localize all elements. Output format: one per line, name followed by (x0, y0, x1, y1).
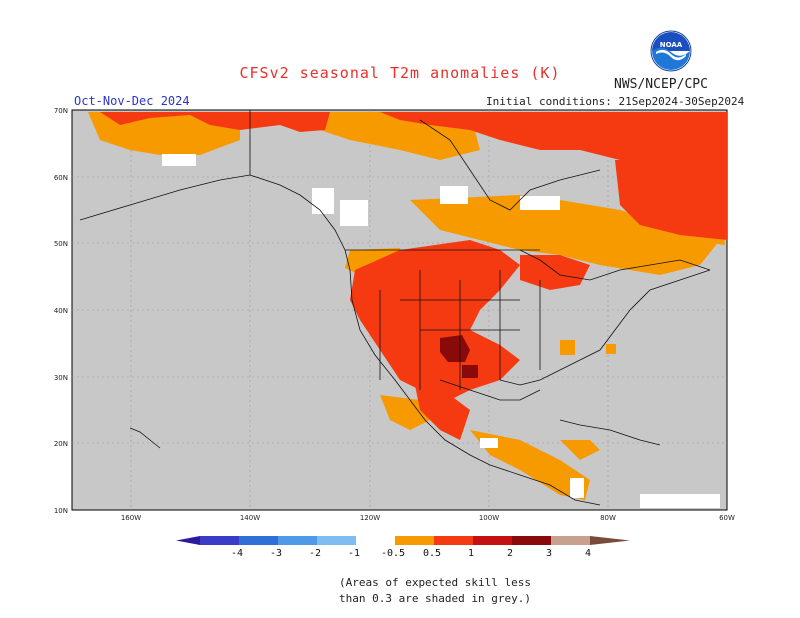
lat-label: 70N (54, 107, 68, 115)
colorbar-tick-label: -4 (231, 548, 243, 559)
footnote-line-1: (Areas of expected skill less (338, 576, 532, 589)
colorbar-tick-label: 1 (468, 548, 474, 559)
svg-text:NOAA: NOAA (660, 41, 683, 49)
lon-label: 100W (479, 514, 499, 522)
map-title: CFSv2 seasonal T2m anomalies (K) (239, 64, 561, 82)
noaa-logo-icon: NOAA (650, 30, 692, 72)
lat-label: 10N (54, 507, 68, 515)
coastlines (79, 110, 711, 506)
lon-label: 140W (240, 514, 260, 522)
colorbar-cell (551, 536, 590, 545)
colorbar-cell (434, 536, 473, 545)
lat-label: 30N (54, 374, 68, 382)
colorbar-tick-label: -2 (309, 548, 321, 559)
colorbar-tick-label: 0.5 (423, 548, 441, 559)
lat-labels: 70N 60N 50N 40N 30N 20N 10N (54, 107, 68, 515)
colorbar-tick-label: 2 (507, 548, 513, 559)
anomaly-red-regions (100, 112, 727, 440)
anomaly-white-patches (162, 154, 720, 508)
colorbar-tick-label: -0.5 (381, 548, 405, 559)
lat-label: 50N (54, 240, 68, 248)
colorbar-cell (395, 536, 434, 545)
anomaly-darkred-regions (440, 335, 478, 378)
lat-label: 40N (54, 307, 68, 315)
colorbar-cell (200, 536, 239, 545)
skill-footnote: (Areas of expected skill less than 0.3 a… (0, 575, 800, 607)
lat-label: 20N (54, 440, 68, 448)
lon-label: 80W (600, 514, 616, 522)
forecast-period: Oct-Nov-Dec 2024 (74, 94, 190, 108)
colorbar-tick-label: -3 (270, 548, 282, 559)
anomaly-orange-regions (88, 112, 725, 500)
lon-label: 120W (360, 514, 380, 522)
colorbar-cell (239, 536, 278, 545)
agency-label: NWS/NCEP/CPC (614, 77, 708, 92)
colorbar-cell (473, 536, 512, 545)
colorbar-cell (317, 536, 356, 545)
colorbar-cell (512, 536, 551, 545)
colorbar-tick-label: 4 (585, 548, 591, 559)
colorbar-cell (278, 536, 317, 545)
lon-label: 160W (121, 514, 141, 522)
footnote-line-2: than 0.3 are shaded in grey.) (338, 592, 532, 605)
initial-conditions: Initial conditions: 21Sep2024-30Sep2024 (486, 95, 745, 108)
colorbar-arrow-left (176, 536, 200, 545)
colorbar-arrow-right (590, 536, 630, 545)
colorbar-tick-label: -1 (348, 548, 360, 559)
lon-labels: 160W 140W 120W 100W 80W 60W (121, 514, 735, 522)
lon-label: 60W (719, 514, 735, 522)
lat-label: 60N (54, 174, 68, 182)
colorbar-cell (356, 536, 395, 545)
colorbar-tick-label: 3 (546, 548, 552, 559)
